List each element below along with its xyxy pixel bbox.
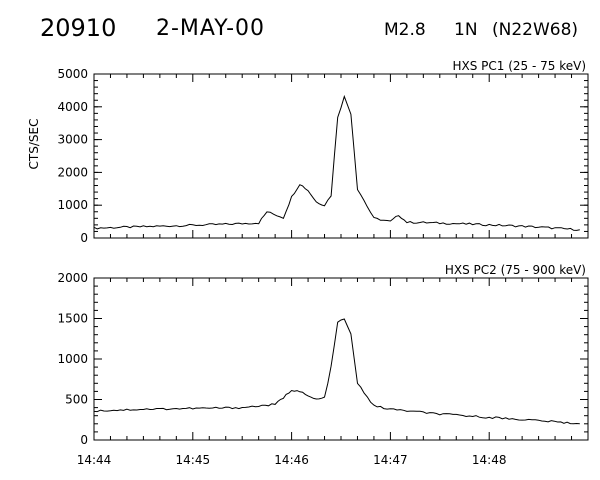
y-tick-label: 0 [80, 231, 88, 245]
y-tick-label: 2000 [57, 271, 88, 285]
series-line [94, 97, 580, 231]
y-tick-label: 500 [65, 393, 88, 407]
y-tick-label: 2000 [57, 165, 88, 179]
y-axis-label: CTS/SEC [27, 119, 41, 170]
plot-frame [94, 278, 588, 440]
plot-frame [94, 74, 588, 238]
y-tick-label: 0 [80, 433, 88, 447]
panel-title: HXS PC1 (25 - 75 keV) [452, 59, 586, 73]
x-tick-label: 14:46 [274, 453, 309, 467]
x-tick-label: 14:48 [472, 453, 507, 467]
y-tick-label: 1000 [57, 352, 88, 366]
series-line [94, 319, 580, 424]
y-tick-label: 3000 [57, 133, 88, 147]
x-tick-label: 14:45 [176, 453, 211, 467]
panel-title: HXS PC2 (75 - 900 keV) [445, 263, 586, 277]
y-tick-label: 4000 [57, 100, 88, 114]
y-tick-label: 1000 [57, 198, 88, 212]
x-tick-label: 14:47 [373, 453, 408, 467]
y-tick-label: 1500 [57, 312, 88, 326]
y-tick-label: 5000 [57, 67, 88, 81]
x-tick-label: 14:44 [77, 453, 112, 467]
